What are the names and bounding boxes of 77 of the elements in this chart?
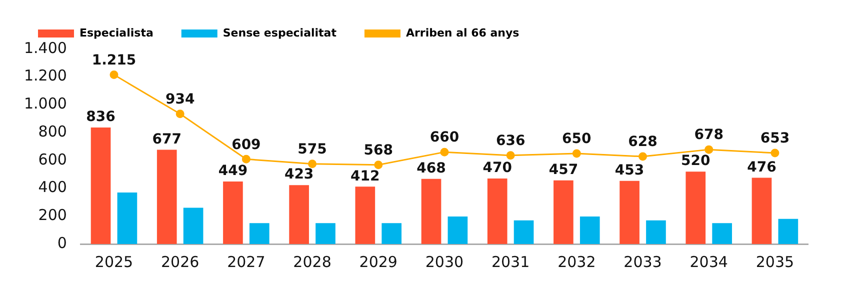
data-label: 660 [430, 130, 460, 146]
data-label: 476 [747, 159, 776, 176]
point [110, 70, 118, 80]
data-label: 628 [628, 134, 658, 150]
bar [223, 181, 243, 244]
bar [156, 150, 177, 244]
data-label: 609 [232, 136, 261, 153]
x-tick-label: 2030 [425, 252, 464, 271]
point [704, 145, 714, 154]
x-tick-label: 2033 [624, 252, 662, 271]
legend-label: Sense especialitat [222, 26, 336, 40]
x-tick-label: 2025 [94, 252, 134, 271]
bar [355, 186, 376, 244]
bar [487, 178, 508, 244]
x-tick-label: 2027 [227, 252, 266, 271]
bar [646, 220, 666, 244]
point [374, 160, 383, 170]
y-tick-label: 800 [38, 122, 67, 140]
bar [183, 208, 204, 244]
bar [316, 223, 336, 244]
data-label: 449 [218, 163, 248, 180]
data-label: 836 [86, 109, 116, 126]
data-label: 575 [298, 142, 327, 158]
bar [421, 178, 442, 244]
y-tick-label: 200 [38, 206, 67, 224]
x-tick-label: 2031 [491, 252, 530, 271]
data-label: 453 [614, 162, 644, 179]
point [638, 152, 648, 161]
point [506, 151, 515, 160]
data-label: 412 [350, 168, 380, 184]
bar [580, 216, 600, 244]
x-tick-label: 2026 [160, 252, 200, 271]
bar [448, 216, 468, 244]
bar [686, 172, 706, 244]
point [440, 148, 449, 156]
data-label: 468 [416, 160, 446, 176]
y-tick-label: 600 [38, 150, 67, 168]
y-tick-label: 1.200 [24, 66, 67, 85]
y-tick-label: 1.400 [24, 38, 67, 57]
point [308, 160, 317, 168]
data-label: 650 [562, 131, 592, 148]
bar [117, 192, 138, 244]
legend-label: Especialista [80, 26, 154, 40]
data-label: 653 [760, 130, 790, 147]
data-label: 1.215 [92, 52, 136, 68]
bar [382, 223, 402, 244]
data-label: 934 [165, 92, 195, 108]
y-tick-label: 400 [38, 178, 67, 196]
y-tick-label: 1.000 [24, 94, 67, 113]
bar [778, 218, 798, 244]
point [572, 149, 581, 158]
bar [712, 223, 732, 244]
point [176, 110, 184, 118]
legend-label: Arriben al 66 anys [406, 26, 520, 40]
data-label: 678 [694, 127, 724, 144]
x-tick-label: 2029 [359, 252, 398, 271]
bar [249, 223, 270, 244]
bar [90, 128, 111, 244]
x-tick-label: 2034 [690, 252, 728, 271]
x-tick-label: 2035 [756, 252, 794, 271]
data-label: 520 [681, 153, 710, 170]
bar [289, 185, 309, 244]
data-label: 636 [496, 133, 526, 150]
y-tick-label: 0 [57, 234, 67, 252]
data-label: 677 [152, 131, 182, 148]
x-tick-label: 2028 [293, 252, 332, 271]
bar [514, 220, 534, 244]
data-label: 470 [482, 160, 512, 176]
data-label: 423 [284, 166, 314, 183]
data-label: 457 [548, 162, 578, 178]
data-label: 568 [364, 142, 393, 159]
point [770, 148, 780, 158]
bar [554, 180, 574, 244]
bar [752, 178, 772, 244]
point [242, 154, 250, 164]
x-tick-label: 2032 [558, 252, 596, 271]
bar [620, 180, 640, 244]
